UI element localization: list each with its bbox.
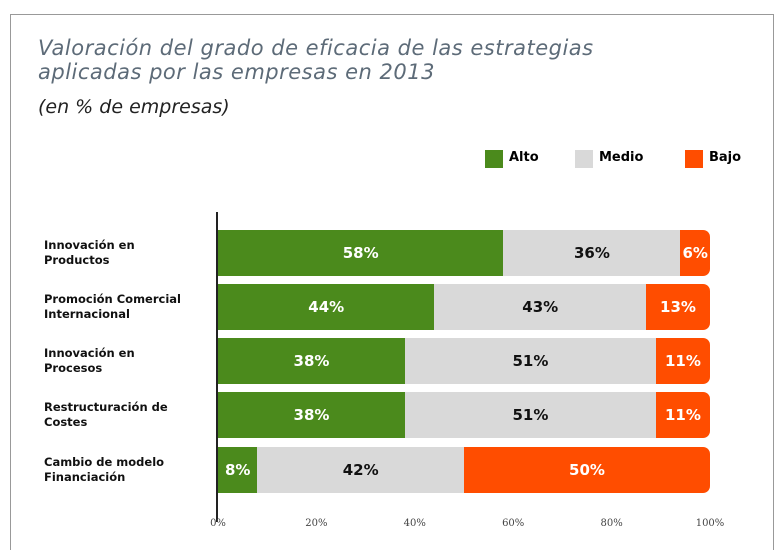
bar-segment: 58% xyxy=(218,230,504,276)
x-tick-label: 80% xyxy=(600,518,623,529)
bar-segment: 11% xyxy=(655,338,710,384)
category-label: Innovación en Productos xyxy=(44,238,135,267)
bar-segment: 44% xyxy=(218,284,435,330)
legend-swatch xyxy=(685,150,703,168)
value-label: 43% xyxy=(522,298,559,316)
value-label: 58% xyxy=(342,244,379,262)
value-label: 13% xyxy=(660,298,696,316)
x-tick-label: 20% xyxy=(305,518,328,529)
value-label: 51% xyxy=(512,352,549,370)
value-label: 44% xyxy=(308,298,345,316)
bar-segment: 6% xyxy=(680,230,710,276)
value-label: 11% xyxy=(664,352,701,370)
x-tick-label: 100% xyxy=(695,518,725,529)
value-label: 38% xyxy=(293,406,330,424)
legend-swatch xyxy=(485,150,503,168)
x-tick-label: 40% xyxy=(403,518,426,529)
legend-swatch xyxy=(575,150,593,168)
bar-segment: 38% xyxy=(218,392,405,438)
legend-label: Bajo xyxy=(709,150,742,165)
value-label: 11% xyxy=(664,406,701,424)
value-label: 6% xyxy=(682,244,708,262)
bar-segment: 43% xyxy=(434,284,647,330)
bar-segment: 50% xyxy=(464,447,710,493)
category-label: Restructuración de Costes xyxy=(44,400,168,429)
bar-segment: 51% xyxy=(404,338,656,384)
bar-segment: 38% xyxy=(218,338,405,384)
chart-title: Valoración del grado de eficacia de las … xyxy=(38,36,594,84)
value-label: 42% xyxy=(342,461,379,479)
category-label: Promoción Comercial Internacional xyxy=(44,292,181,321)
value-label: 36% xyxy=(573,244,610,262)
y-axis xyxy=(216,212,218,522)
bar-segment: 8% xyxy=(218,447,258,493)
frame xyxy=(10,14,774,550)
bar-segment: 42% xyxy=(257,447,464,493)
legend-label: Medio xyxy=(599,150,644,165)
value-label: 50% xyxy=(569,461,605,479)
x-tick-label: 60% xyxy=(502,518,525,529)
bar-segment: 36% xyxy=(503,230,681,276)
value-label: 38% xyxy=(293,352,330,370)
value-label: 51% xyxy=(512,406,549,424)
category-label: Cambio de modelo Financiación xyxy=(44,455,165,484)
chart-subtitle: (en % de empresas) xyxy=(38,96,230,118)
value-label: 8% xyxy=(224,461,251,479)
bar-segment: 13% xyxy=(646,284,710,330)
bar-segment: 11% xyxy=(655,392,710,438)
x-tick-label: 0% xyxy=(210,518,226,529)
legend-label: Alto xyxy=(509,150,539,165)
bar-segment: 51% xyxy=(404,392,656,438)
category-label: Innovación en Procesos xyxy=(44,346,135,375)
